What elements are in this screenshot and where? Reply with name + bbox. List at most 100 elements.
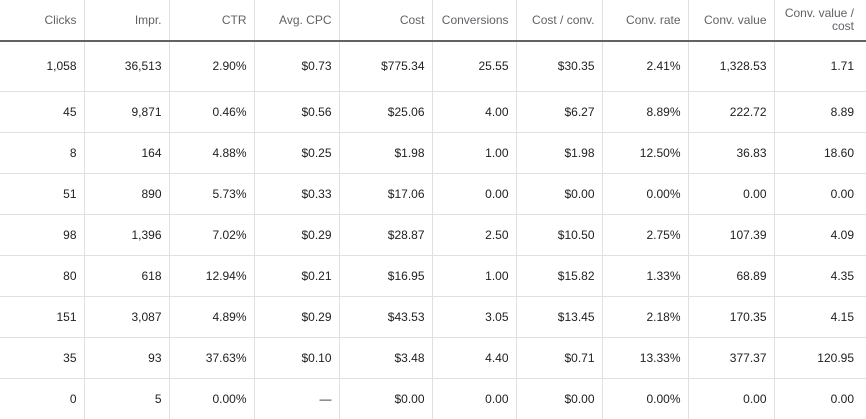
table-cell: 1.71: [774, 41, 866, 92]
table-cell: 0.00: [688, 173, 775, 215]
table-cell: 120.95: [774, 337, 866, 379]
table-cell: 98: [0, 214, 85, 256]
table-cell: 1.33%: [602, 255, 689, 297]
table-body: 1,058 36,513 2.90% $0.73 $775.34 25.55 $…: [0, 41, 866, 419]
table-cell: $0.56: [254, 91, 340, 133]
table-row: 1,058 36,513 2.90% $0.73 $775.34 25.55 $…: [0, 41, 866, 92]
table-row: 80 618 12.94% $0.21 $16.95 1.00 $15.82 1…: [0, 255, 866, 297]
table-cell: $0.00: [339, 378, 433, 419]
table-cell: $17.06: [339, 173, 433, 215]
table-cell: $0.25: [254, 132, 340, 174]
table-cell: 8: [0, 132, 85, 174]
table-cell: 2.18%: [602, 296, 689, 338]
table-cell: 35: [0, 337, 85, 379]
table-cell: 0.00: [830, 391, 854, 406]
table-cell: $0.00: [516, 378, 603, 419]
column-header-avg-cpc[interactable]: Avg. CPC: [254, 0, 340, 42]
table-cell: 0.00: [432, 378, 517, 419]
table-cell: 377.37: [688, 337, 775, 379]
table-cell: —: [254, 378, 340, 419]
table-cell: $30.35: [516, 41, 603, 92]
table-cell: 51: [0, 173, 85, 215]
table-cell: 9,871: [84, 91, 170, 133]
table-row: 0 5 0.00% — $0.00 0.00 $0.00 0.00% 0.00 …: [0, 378, 866, 419]
table-cell: $43.53: [339, 296, 433, 338]
table-cell: 4.88%: [169, 132, 255, 174]
table-cell: 45: [0, 91, 85, 133]
table-cell: 0.00%: [602, 173, 689, 215]
table-cell: 25.55: [432, 41, 517, 92]
column-header-cost-per-conv[interactable]: Cost / conv.: [516, 0, 603, 42]
table-cell: 1.00: [432, 255, 517, 297]
column-header-conv-value[interactable]: Conv. value: [688, 0, 775, 42]
table-cell: 2.41%: [602, 41, 689, 92]
table-cell: 13.33%: [602, 337, 689, 379]
column-header-clicks[interactable]: Clicks: [0, 0, 85, 42]
table-cell: 1.00: [432, 132, 517, 174]
table-cell: 0: [0, 378, 85, 419]
table-cell: $28.87: [339, 214, 433, 256]
table-header: Clicks Impr. CTR Avg. CPC Cost Conversio…: [0, 0, 866, 42]
table-row: 51 890 5.73% $0.33 $17.06 0.00 $0.00 0.0…: [0, 173, 866, 215]
table-cell: 4.89%: [169, 296, 255, 338]
table-row: 151 3,087 4.89% $0.29 $43.53 3.05 $13.45…: [0, 296, 866, 338]
table-cell: 890: [84, 173, 170, 215]
table-cell: 1,328.53: [688, 41, 775, 92]
table-cell: 12.50%: [602, 132, 689, 174]
table-cell: 4.40: [432, 337, 517, 379]
table-cell: 3,087: [84, 296, 170, 338]
table-row: 8 164 4.88% $0.25 $1.98 1.00 $1.98 12.50…: [0, 132, 866, 174]
table-cell: 2.75%: [602, 214, 689, 256]
table-row: 98 1,396 7.02% $0.29 $28.87 2.50 $10.50 …: [0, 214, 866, 256]
table-cell: 0.00: [774, 173, 866, 215]
column-header-conversions[interactable]: Conversions: [432, 0, 517, 42]
table-cell: $1.98: [516, 132, 603, 174]
column-header-conv-rate[interactable]: Conv. rate: [602, 0, 689, 42]
table-row: 45 9,871 0.46% $0.56 $25.06 4.00 $6.27 8…: [0, 91, 866, 133]
table-cell: $16.95: [339, 255, 433, 297]
table-cell: $0.29: [254, 214, 340, 256]
table-cell: $0.00: [516, 173, 603, 215]
table-cell: 618: [84, 255, 170, 297]
table-cell: 151: [0, 296, 85, 338]
table-cell: $0.21: [254, 255, 340, 297]
table-cell: $6.27: [516, 91, 603, 133]
table-cell: $0.71: [516, 337, 603, 379]
table-cell: 18.60: [774, 132, 866, 174]
table-cell: 80: [0, 255, 85, 297]
table-cell: 1,058: [0, 41, 85, 92]
table-cell: 12.94%: [169, 255, 255, 297]
table-cell: 164: [84, 132, 170, 174]
table-cell: $0.10: [254, 337, 340, 379]
table-cell: 222.72: [688, 91, 775, 133]
table-cell: 4.15: [774, 296, 866, 338]
table-cell: $25.06: [339, 91, 433, 133]
column-header-impressions[interactable]: Impr.: [84, 0, 170, 42]
table-cell: 93: [84, 337, 170, 379]
table-cell: $13.45: [516, 296, 603, 338]
table-row: 35 93 37.63% $0.10 $3.48 4.40 $0.71 13.3…: [0, 337, 866, 379]
table-cell: $15.82: [516, 255, 603, 297]
table-cell: 4.35: [774, 255, 866, 297]
table-cell: 170.35: [688, 296, 775, 338]
table-cell: 4.00: [432, 91, 517, 133]
table-cell: $0.29: [254, 296, 340, 338]
table-cell: 0.00%: [602, 378, 689, 419]
table-cell: 2.50: [432, 214, 517, 256]
table-cell: 2.90%: [169, 41, 255, 92]
column-header-conv-value-per-cost[interactable]: Conv. value / cost: [774, 0, 866, 42]
table-cell: 5.73%: [169, 173, 255, 215]
table-cell: 7.02%: [169, 214, 255, 256]
table-cell: 8.89: [774, 91, 866, 133]
table-cell: 36.83: [688, 132, 775, 174]
table-cell: $1.98: [339, 132, 433, 174]
column-header-cost[interactable]: Cost: [339, 0, 433, 42]
table-cell: 4.09: [774, 214, 866, 256]
table-cell: 5: [84, 378, 170, 419]
column-header-ctr[interactable]: CTR: [169, 0, 255, 42]
table-cell: 0.00%: [169, 378, 255, 419]
table-cell: 0.00: [432, 173, 517, 215]
table-cell: 37.63%: [169, 337, 255, 379]
table-cell: 0.46%: [169, 91, 255, 133]
